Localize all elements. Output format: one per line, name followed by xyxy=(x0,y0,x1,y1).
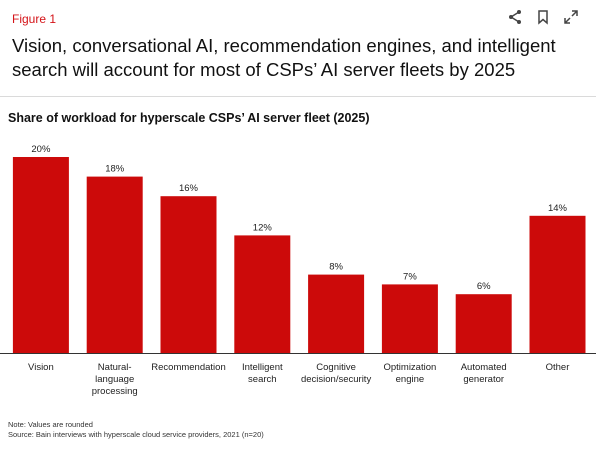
bookmark-icon[interactable] xyxy=(534,8,552,26)
chart-source: Source: Bain interviews with hyperscale … xyxy=(8,430,264,439)
category-label: Other xyxy=(546,362,570,373)
data-label: 20% xyxy=(31,144,51,155)
data-label: 8% xyxy=(329,262,343,273)
category-label: engine xyxy=(396,374,425,385)
bar xyxy=(160,196,217,353)
figure-actions xyxy=(506,8,580,26)
category-label: Vision xyxy=(28,362,54,373)
data-label: 16% xyxy=(179,183,199,194)
category-label: generator xyxy=(463,374,504,385)
category-label: Intelligent xyxy=(242,362,283,373)
data-label: 14% xyxy=(548,203,568,214)
category-label: Automated xyxy=(461,362,507,373)
bar xyxy=(86,176,143,353)
headline: Vision, conversational AI, recommendatio… xyxy=(12,35,556,80)
divider xyxy=(0,96,596,97)
category-label: language xyxy=(95,374,134,385)
category-label: Optimization xyxy=(383,362,436,373)
bar xyxy=(234,235,291,353)
chart-note: Note: Values are rounded xyxy=(8,420,93,429)
data-label: 6% xyxy=(477,281,491,292)
chart-title: Share of workload for hyperscale CSPs’ A… xyxy=(8,111,370,125)
bar xyxy=(529,215,586,353)
bar xyxy=(308,274,365,353)
category-label: decision/security xyxy=(301,374,371,385)
category-label: search xyxy=(248,374,277,385)
bar xyxy=(455,294,512,353)
bar xyxy=(381,284,438,353)
figure-label: Figure 1 xyxy=(12,12,57,26)
share-icon[interactable] xyxy=(506,8,524,26)
category-label: Natural- xyxy=(98,362,132,373)
expand-icon[interactable] xyxy=(562,8,580,26)
bar xyxy=(12,157,69,353)
category-label: Cognitive xyxy=(316,362,356,373)
category-label: processing xyxy=(92,386,138,397)
data-label: 7% xyxy=(403,271,417,282)
data-label: 12% xyxy=(253,222,273,233)
category-label: Recommendation xyxy=(151,362,225,373)
data-label: 18% xyxy=(105,164,125,175)
